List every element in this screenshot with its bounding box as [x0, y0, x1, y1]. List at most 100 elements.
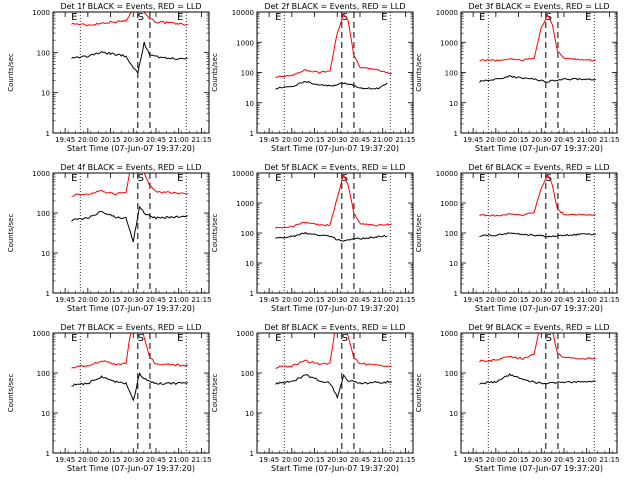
events-series-line: [71, 41, 188, 75]
x-tick-label: 19:45: [55, 136, 75, 144]
y-tick-label: 1: [250, 130, 254, 138]
x-axis-label: Start Time (07-Jun-07 19:37:20): [271, 464, 399, 473]
x-tick-label: 21:00: [577, 456, 597, 464]
series-group: [275, 333, 392, 400]
x-tick-label: 20:30: [531, 456, 551, 464]
events-series-line: [71, 372, 189, 402]
y-tick-label: 10: [449, 100, 458, 108]
events-series-line: [275, 373, 392, 400]
x-tick-label: 20:15: [508, 456, 528, 464]
marker-label: E: [275, 333, 281, 344]
y-tick-label: 10: [245, 260, 254, 268]
events-series-line: [275, 81, 388, 90]
y-tick-label: 1: [46, 130, 50, 138]
y-tick-label: 1: [454, 290, 458, 298]
y-tick-label: 100: [445, 230, 458, 238]
detector-panel-9: Det 9f BLACK = Events, RED = LLD Counts/s…: [415, 323, 620, 473]
detector-panel-8: Det 8f BLACK = Events, RED = LLD Counts/s…: [211, 323, 416, 473]
y-tick-label: 1: [250, 290, 254, 298]
panel-title: Det 2f BLACK = Events, RED = LLD: [264, 2, 405, 11]
marker-label: E: [479, 333, 485, 344]
y-tick-label: 10: [41, 90, 50, 98]
events-series-line: [479, 75, 597, 83]
y-tick-label: 100: [37, 370, 50, 378]
y-tick-label: 1000: [440, 200, 458, 208]
panel-title: Det 7f BLACK = Events, RED = LLD: [60, 323, 201, 332]
lld-series-line: [479, 14, 596, 62]
x-tick-label: 21:15: [191, 136, 211, 144]
marker-label: E: [177, 333, 183, 344]
y-tick-label: 10: [449, 260, 458, 268]
x-tick-label: 20:00: [486, 296, 506, 304]
x-tick-label: 19:45: [259, 136, 279, 144]
marker-label: S: [138, 173, 144, 184]
x-axis-label: Start Time (07-Jun-07 19:37:20): [475, 144, 603, 153]
marker-label: E: [71, 333, 77, 344]
x-tick-label: 20:00: [78, 456, 98, 464]
x-tick-label: 20:15: [508, 296, 528, 304]
plot-frame: [460, 172, 618, 294]
y-axis-label: Counts/sec: [211, 374, 219, 413]
y-axis-label: Counts/sec: [415, 53, 423, 92]
plot-frame: [52, 172, 210, 294]
marker-label: E: [479, 173, 485, 184]
lld-series-line: [479, 173, 596, 217]
y-axis-label: Counts/sec: [211, 53, 219, 92]
x-tick-label: 20:00: [78, 296, 98, 304]
x-axis-label: Start Time (07-Jun-07 19:37:20): [67, 464, 195, 473]
panel-title: Det 1f BLACK = Events, RED = LLD: [60, 2, 201, 11]
marker-label: S: [546, 173, 552, 184]
detector-panel-5: Det 5f BLACK = Events, RED = LLD Counts/s…: [211, 163, 416, 313]
x-tick-label: 20:30: [123, 456, 143, 464]
x-tick-label: 20:45: [350, 456, 370, 464]
lld-series-line: [71, 333, 189, 369]
y-tick-label: 1: [250, 450, 254, 458]
y-tick-label: 100: [37, 49, 50, 57]
series-group: [275, 173, 392, 242]
x-tick-label: 21:00: [169, 136, 189, 144]
series-group: [71, 12, 188, 75]
y-tick-label: 10000: [232, 9, 254, 17]
marker-label: S: [342, 333, 348, 344]
panel-title: Det 8f BLACK = Events, RED = LLD: [264, 323, 405, 332]
lld-series-line: [275, 12, 392, 79]
x-tick-label: 19:45: [463, 296, 483, 304]
y-tick-label: 1000: [32, 9, 50, 17]
x-tick-label: 20:30: [531, 136, 551, 144]
x-tick-label: 21:00: [577, 296, 597, 304]
x-axis-label: Start Time (07-Jun-07 19:37:20): [271, 144, 399, 153]
x-axis-label: Start Time (07-Jun-07 19:37:20): [475, 304, 603, 313]
series-group: [71, 173, 189, 243]
y-axis-label: Counts/sec: [7, 374, 15, 413]
series-group: [479, 14, 597, 83]
series-group: [479, 173, 596, 238]
y-tick-label: 100: [241, 70, 254, 78]
detector-panel-6: Det 6f BLACK = Events, RED = LLD Counts/s…: [415, 163, 620, 313]
y-tick-label: 1000: [440, 330, 458, 338]
x-tick-label: 21:15: [599, 136, 619, 144]
lld-series-line: [71, 12, 188, 27]
y-tick-label: 10: [41, 410, 50, 418]
marker-label: E: [381, 12, 387, 23]
marker-label: E: [381, 173, 387, 184]
y-axis-label: Counts/sec: [7, 53, 15, 92]
y-tick-label: 1: [46, 450, 50, 458]
x-tick-label: 19:45: [463, 456, 483, 464]
x-tick-label: 20:00: [78, 136, 98, 144]
x-tick-label: 20:30: [327, 456, 347, 464]
x-tick-label: 21:15: [599, 296, 619, 304]
y-axis-label: Counts/sec: [415, 214, 423, 253]
y-axis-label: Counts/sec: [211, 214, 219, 253]
series-group: [479, 333, 596, 385]
x-tick-label: 21:15: [191, 296, 211, 304]
y-tick-label: 1: [46, 290, 50, 298]
x-tick-label: 19:45: [259, 296, 279, 304]
marker-label: E: [275, 173, 281, 184]
y-tick-label: 10000: [436, 9, 458, 17]
x-axis-label: Start Time (07-Jun-07 19:37:20): [67, 304, 195, 313]
x-tick-label: 20:45: [554, 136, 574, 144]
x-tick-label: 21:00: [577, 136, 597, 144]
detector-panel-4: Det 4f BLACK = Events, RED = LLD Counts/s…: [7, 163, 212, 313]
y-tick-label: 100: [37, 210, 50, 218]
